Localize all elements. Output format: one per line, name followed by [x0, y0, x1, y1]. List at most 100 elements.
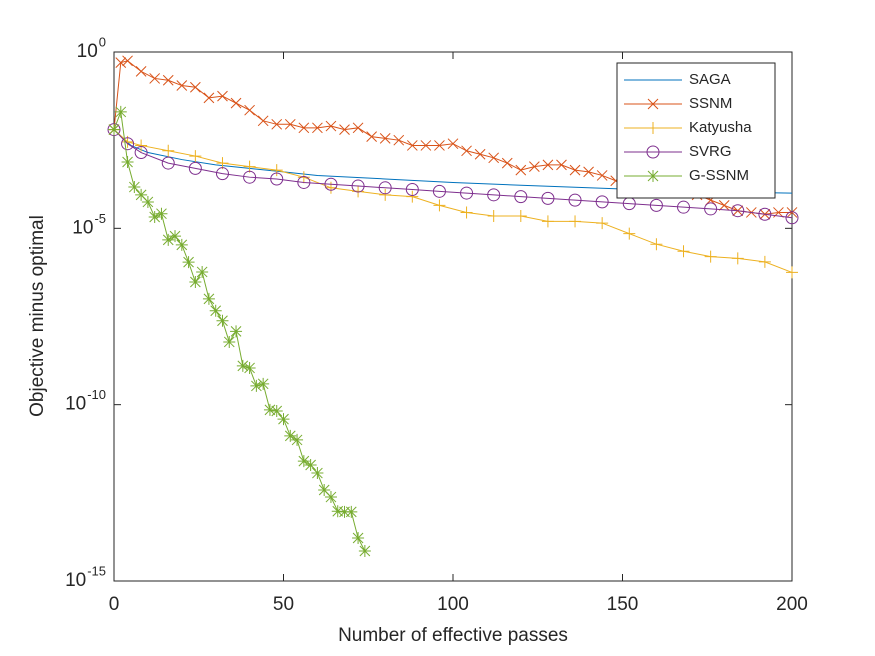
series-marker: [223, 335, 236, 348]
y-tick-exponent: -5: [94, 211, 106, 226]
series-marker: [649, 198, 663, 212]
series-marker: [114, 105, 127, 118]
series-marker: [514, 209, 527, 222]
series-marker: [704, 202, 718, 216]
series-marker: [447, 138, 459, 150]
legend-marker: [647, 122, 659, 134]
series-marker: [169, 230, 182, 243]
series-marker: [134, 146, 148, 160]
legend-marker: [647, 98, 659, 110]
y-tick-label: 10: [77, 41, 98, 62]
series-marker: [378, 181, 392, 195]
series-marker: [243, 160, 256, 173]
series-marker: [284, 429, 297, 442]
series-marker: [569, 164, 581, 176]
series-marker: [339, 124, 350, 135]
series-marker: [338, 505, 351, 518]
series-marker: [311, 467, 324, 480]
y-tick-exponent: -15: [87, 563, 106, 578]
y-tick-exponent: 0: [99, 34, 106, 49]
series-marker: [433, 199, 446, 212]
series-marker: [176, 80, 188, 91]
series-marker: [379, 133, 391, 144]
series-marker: [568, 193, 582, 207]
series-marker: [271, 118, 283, 130]
series-marker: [115, 57, 127, 68]
legend-label: SSNM: [689, 95, 732, 112]
series-marker: [161, 156, 175, 170]
series-marker: [257, 115, 269, 127]
y-tick-label: 10: [65, 570, 86, 591]
series-marker: [291, 433, 304, 446]
series-marker: [244, 104, 255, 116]
series-marker: [324, 491, 337, 504]
series-marker: [243, 361, 256, 374]
series-marker: [542, 159, 554, 171]
series-marker: [352, 531, 365, 544]
series-marker: [162, 74, 174, 86]
series-marker: [149, 73, 161, 84]
series-marker: [786, 266, 798, 279]
series-marker: [190, 81, 201, 93]
x-tick-label: 100: [437, 594, 469, 615]
series-marker: [209, 304, 222, 317]
series-marker: [718, 200, 730, 211]
series-marker: [189, 150, 202, 163]
series-marker: [196, 265, 209, 278]
series-marker: [318, 484, 331, 497]
series-marker: [704, 250, 717, 263]
series-marker: [331, 505, 344, 518]
series-marker: [121, 156, 134, 169]
series-marker: [501, 157, 513, 169]
series-marker: [420, 140, 432, 151]
series-marker: [297, 171, 310, 184]
series-marker: [595, 195, 609, 209]
y-tick-exponent: -10: [87, 387, 106, 402]
series-marker: [406, 140, 418, 151]
series-marker: [135, 188, 148, 201]
x-tick-label: 50: [273, 594, 294, 615]
series-marker: [203, 92, 215, 104]
series-marker: [786, 207, 798, 218]
series-line: [113, 129, 793, 219]
series-marker: [623, 227, 636, 240]
series-marker: [379, 188, 392, 201]
series-marker: [432, 184, 446, 198]
series-marker: [122, 55, 133, 67]
series-marker: [488, 152, 500, 164]
series-marker: [189, 276, 202, 289]
series-marker: [351, 179, 365, 193]
series-marker: [270, 405, 283, 418]
series-marker: [155, 207, 168, 220]
series-marker: [182, 256, 195, 269]
series-marker: [135, 66, 147, 77]
series-marker: [298, 122, 310, 134]
series-marker: [352, 185, 365, 198]
series-marker: [216, 157, 229, 170]
series-marker: [393, 134, 405, 146]
x-tick-label: 150: [607, 594, 639, 615]
series-marker: [257, 377, 270, 390]
series-marker: [304, 458, 317, 471]
series-marker: [263, 403, 276, 416]
series-marker: [677, 245, 690, 258]
series-marker: [230, 325, 243, 338]
legend: SAGA SSNM Katyusha SVRG G-SSNM: [616, 62, 776, 199]
series-marker: [230, 97, 242, 109]
series-marker: [596, 170, 608, 181]
series-marker: [297, 455, 310, 468]
series-marker: [162, 144, 175, 157]
series-marker: [277, 413, 290, 426]
y-tick-label: 10: [65, 394, 86, 415]
series-marker: [325, 120, 337, 132]
legend-label: G-SSNM: [689, 167, 749, 184]
x-axis-label: Number of effective passes: [338, 625, 568, 646]
series-marker: [175, 238, 188, 251]
series-marker: [556, 159, 567, 171]
series-marker: [461, 145, 472, 157]
series-marker: [487, 209, 500, 222]
series-marker: [758, 207, 772, 221]
legend-label: SVRG: [689, 143, 732, 160]
series-marker: [324, 177, 338, 191]
